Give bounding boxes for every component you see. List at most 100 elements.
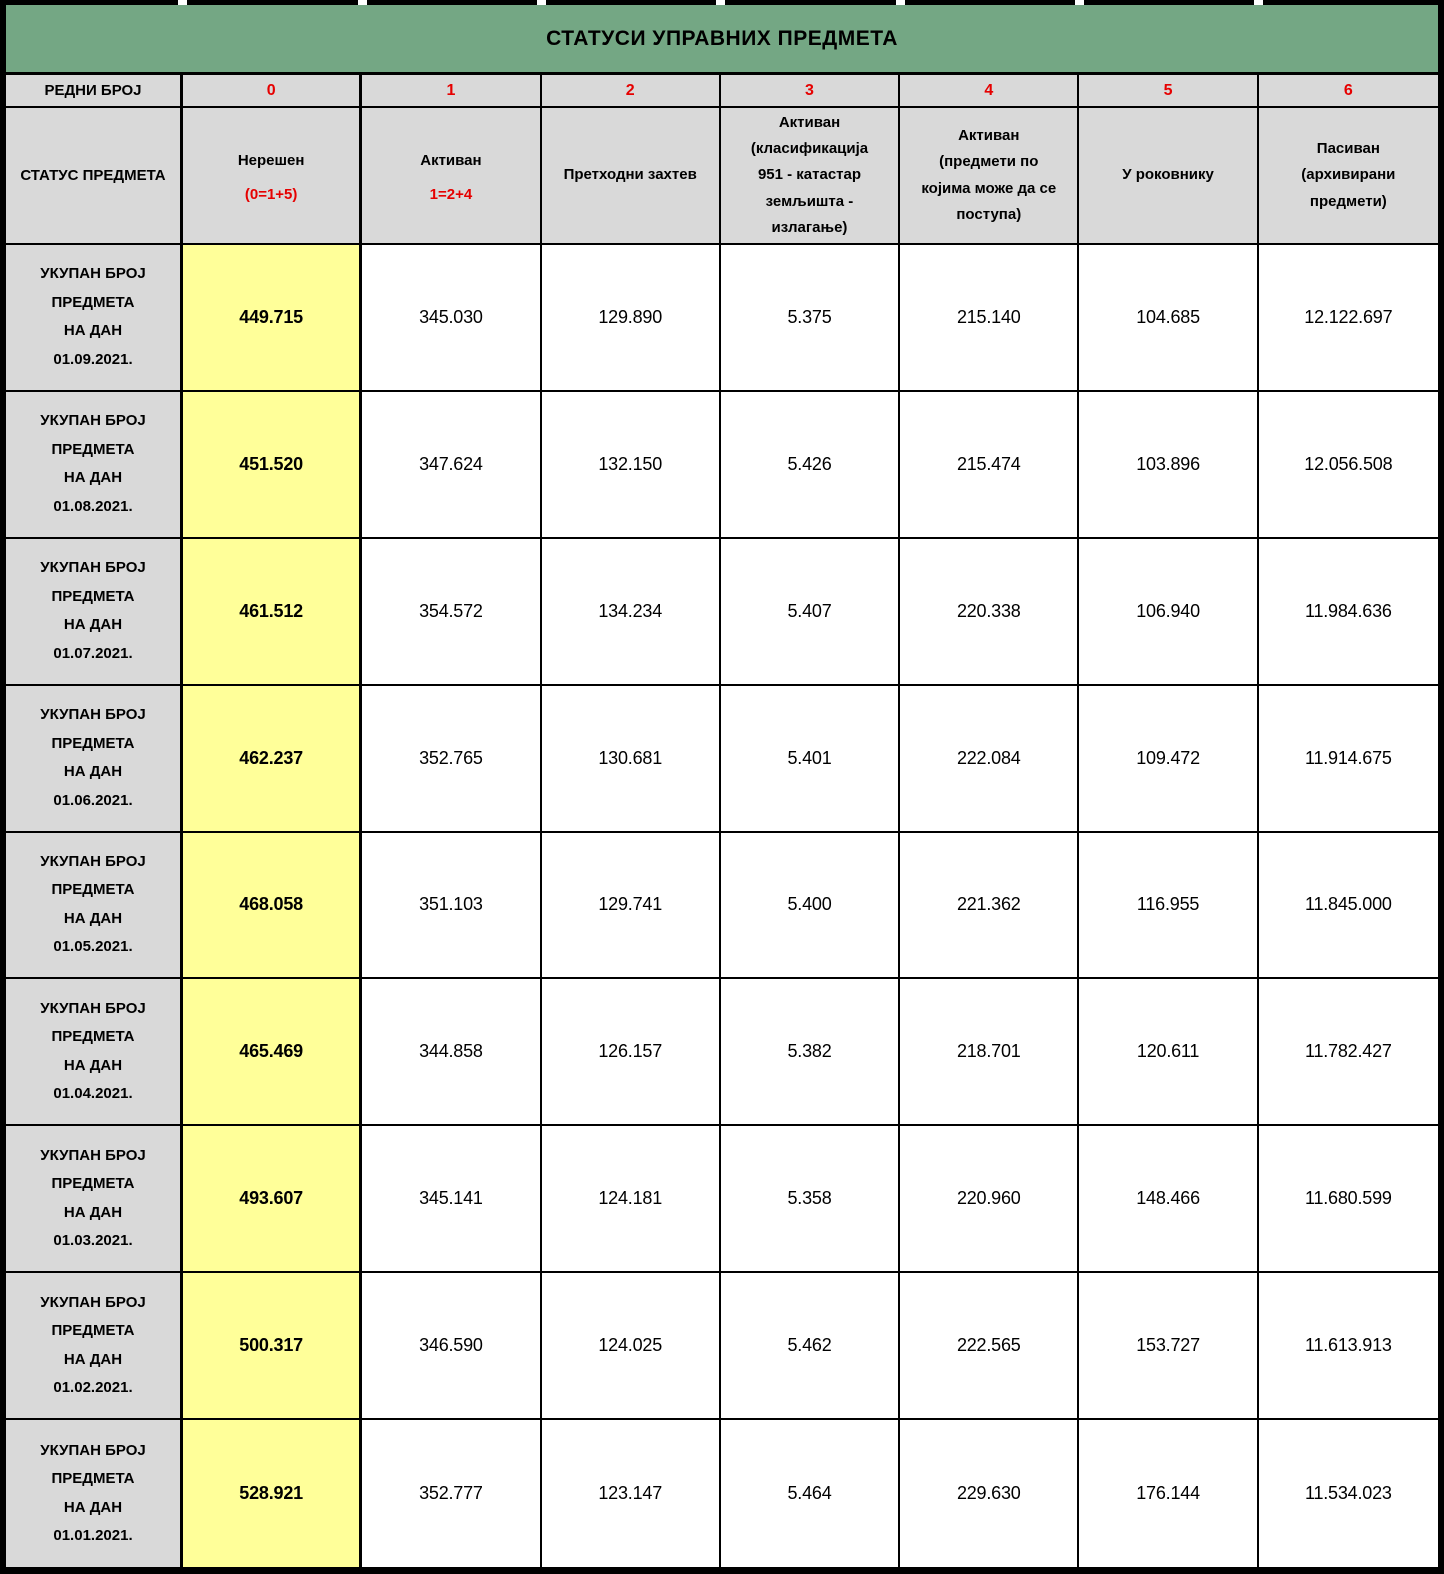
cell-pasivan: 12.122.697 [1258, 245, 1438, 392]
cell-aktivan-951: 5.401 [720, 685, 901, 833]
cell-aktivan: 354.572 [362, 538, 542, 686]
row-label: УКУПАН БРОЈ ПРЕДМЕТА НА ДАН 01.08.2021. [6, 391, 183, 539]
cell-pasivan: 11.914.675 [1258, 686, 1438, 833]
cell-aktivan-951: 5.358 [720, 1126, 901, 1274]
cell-aktivan-postupa: 218.701 [900, 979, 1080, 1127]
cell-prethodni-zahtev: 129.741 [541, 832, 721, 980]
column-header-pasivan: Пасиван (архивирани предмети) [1258, 108, 1438, 245]
row-label: УКУПАН БРОЈ ПРЕДМЕТА НА ДАН 01.05.2021. [6, 832, 183, 980]
cell-u-rokovniku: 148.466 [1079, 1126, 1259, 1274]
cell-neresen: 493.607 [183, 1126, 363, 1274]
top-border-tick [178, 0, 187, 5]
ordinal-number-5: 5 [1079, 75, 1259, 108]
cell-aktivan-951: 5.375 [720, 245, 901, 392]
cell-aktivan-951: 5.426 [720, 391, 901, 539]
row-label: УКУПАН БРОЈ ПРЕДМЕТА НА ДАН 01.01.2021. [6, 1420, 183, 1567]
cell-neresen: 465.469 [183, 979, 363, 1127]
row-label: УКУПАН БРОЈ ПРЕДМЕТА НА ДАН 01.02.2021. [6, 1273, 183, 1421]
top-border-tick [1075, 0, 1084, 5]
cell-u-rokovniku: 109.472 [1079, 685, 1259, 833]
column-header-name: Активан (предмети по којима може да се п… [921, 127, 1057, 223]
column-header-name: Претходни захтев [563, 166, 697, 184]
column-header-prethodni-zahtev: Претходни захтев [541, 108, 721, 245]
cell-aktivan: 346.590 [362, 1273, 542, 1421]
cell-neresen: 449.715 [183, 245, 363, 392]
cell-pasivan: 11.984.636 [1258, 539, 1438, 686]
top-border-tick [716, 0, 725, 5]
top-border-tick [896, 0, 905, 5]
top-border-tick [358, 0, 367, 5]
column-header-name: Активан [420, 152, 482, 170]
cell-aktivan-postupa: 222.084 [900, 685, 1080, 833]
cell-u-rokovniku: 106.940 [1079, 538, 1259, 686]
column-header-aktivan-postupa: Активан (предмети по којима може да се п… [900, 108, 1080, 245]
cell-aktivan-951: 5.464 [721, 1420, 901, 1567]
ordinal-row-label: РЕДНИ БРОЈ [6, 75, 183, 108]
cell-aktivan-951: 5.462 [720, 1273, 901, 1421]
cell-aktivan: 352.777 [362, 1420, 542, 1567]
column-header-name: У роковнику [1122, 166, 1214, 184]
column-header-name: Активан (класификација 951 - катастар зе… [750, 113, 869, 236]
column-header-formula: (0=1+5) [244, 185, 298, 203]
top-border-tick [537, 0, 546, 5]
cell-aktivan-postupa: 220.960 [900, 1126, 1080, 1274]
cell-aktivan-postupa: 229.630 [900, 1420, 1080, 1567]
cell-prethodni-zahtev: 124.025 [541, 1273, 721, 1421]
cell-u-rokovniku: 116.955 [1079, 832, 1259, 980]
column-header-name: Пасиван (архивирани предмети) [1301, 140, 1396, 210]
cell-u-rokovniku: 176.144 [1079, 1420, 1259, 1567]
cell-aktivan: 347.624 [362, 391, 542, 539]
cell-aktivan: 352.765 [362, 685, 542, 833]
ordinal-number-1: 1 [362, 75, 542, 108]
cell-aktivan-951: 5.382 [720, 979, 901, 1127]
row-label: УКУПАН БРОЈ ПРЕДМЕТА НА ДАН 01.03.2021. [6, 1126, 183, 1274]
cell-prethodni-zahtev: 134.234 [541, 538, 721, 686]
ordinal-number-2: 2 [541, 75, 721, 108]
cell-prethodni-zahtev: 132.150 [541, 391, 721, 539]
cell-aktivan-postupa: 215.140 [900, 245, 1080, 392]
ordinal-number-3: 3 [720, 75, 901, 108]
cell-prethodni-zahtev: 126.157 [541, 979, 721, 1127]
cell-aktivan: 345.030 [362, 245, 542, 392]
cell-neresen: 451.520 [183, 391, 363, 539]
column-header-formula: 1=2+4 [429, 185, 473, 203]
cell-prethodni-zahtev: 124.181 [541, 1126, 721, 1274]
cell-aktivan-postupa: 220.338 [900, 538, 1080, 686]
cell-pasivan: 12.056.508 [1258, 392, 1438, 539]
cell-pasivan: 11.680.599 [1258, 1126, 1438, 1274]
column-header-aktivan-951: Активан (класификација 951 - катастар зе… [720, 108, 901, 245]
cell-prethodni-zahtev: 123.147 [542, 1420, 721, 1567]
cell-pasivan: 11.534.023 [1304, 1483, 1392, 1504]
cell-u-rokovniku: 120.611 [1079, 979, 1259, 1127]
row-label: УКУПАН БРОЈ ПРЕДМЕТА НА ДАН 01.07.2021. [6, 538, 183, 686]
column-header-neresen: Нерешен (0=1+5) [183, 108, 363, 245]
cell-prethodni-zahtev: 130.681 [541, 685, 721, 833]
cell-aktivan-951: 5.400 [720, 832, 901, 980]
cell-neresen: 468.058 [183, 832, 363, 980]
cell-prethodni-zahtev: 129.890 [541, 245, 721, 392]
cell-aktivan-postupa: 215.474 [900, 391, 1080, 539]
cell-aktivan-951: 5.407 [720, 538, 901, 686]
cell-aktivan: 344.858 [362, 979, 542, 1127]
cell-u-rokovniku: 103.896 [1079, 391, 1259, 539]
status-row-label: СТАТУС ПРЕДМЕТА [6, 108, 183, 245]
column-header-u-rokovniku: У роковнику [1079, 108, 1259, 245]
cell-aktivan-postupa: 222.565 [900, 1273, 1080, 1421]
column-header-name: Нерешен [237, 152, 305, 170]
cell-aktivan: 351.103 [362, 832, 542, 980]
cell-pasivan: 11.845.000 [1258, 833, 1438, 980]
cell-neresen: 461.512 [183, 538, 363, 686]
cell-pasivan: 11.782.427 [1258, 979, 1438, 1127]
row-label: УКУПАН БРОЈ ПРЕДМЕТА НА ДАН 01.04.2021. [6, 979, 183, 1127]
column-header-aktivan: Активан 1=2+4 [362, 108, 542, 245]
cell-neresen: 528.921 [183, 1420, 363, 1567]
ordinal-number-0: 0 [183, 75, 363, 108]
cell-neresen: 500.317 [183, 1273, 363, 1421]
cell-pasivan: 11.613.913 [1258, 1273, 1438, 1421]
cell-u-rokovniku: 104.685 [1079, 245, 1259, 392]
cell-u-rokovniku: 153.727 [1079, 1273, 1259, 1421]
ordinal-number-6: 6 [1258, 75, 1438, 108]
ordinal-number-4: 4 [900, 75, 1080, 108]
cell-neresen: 462.237 [183, 685, 363, 833]
